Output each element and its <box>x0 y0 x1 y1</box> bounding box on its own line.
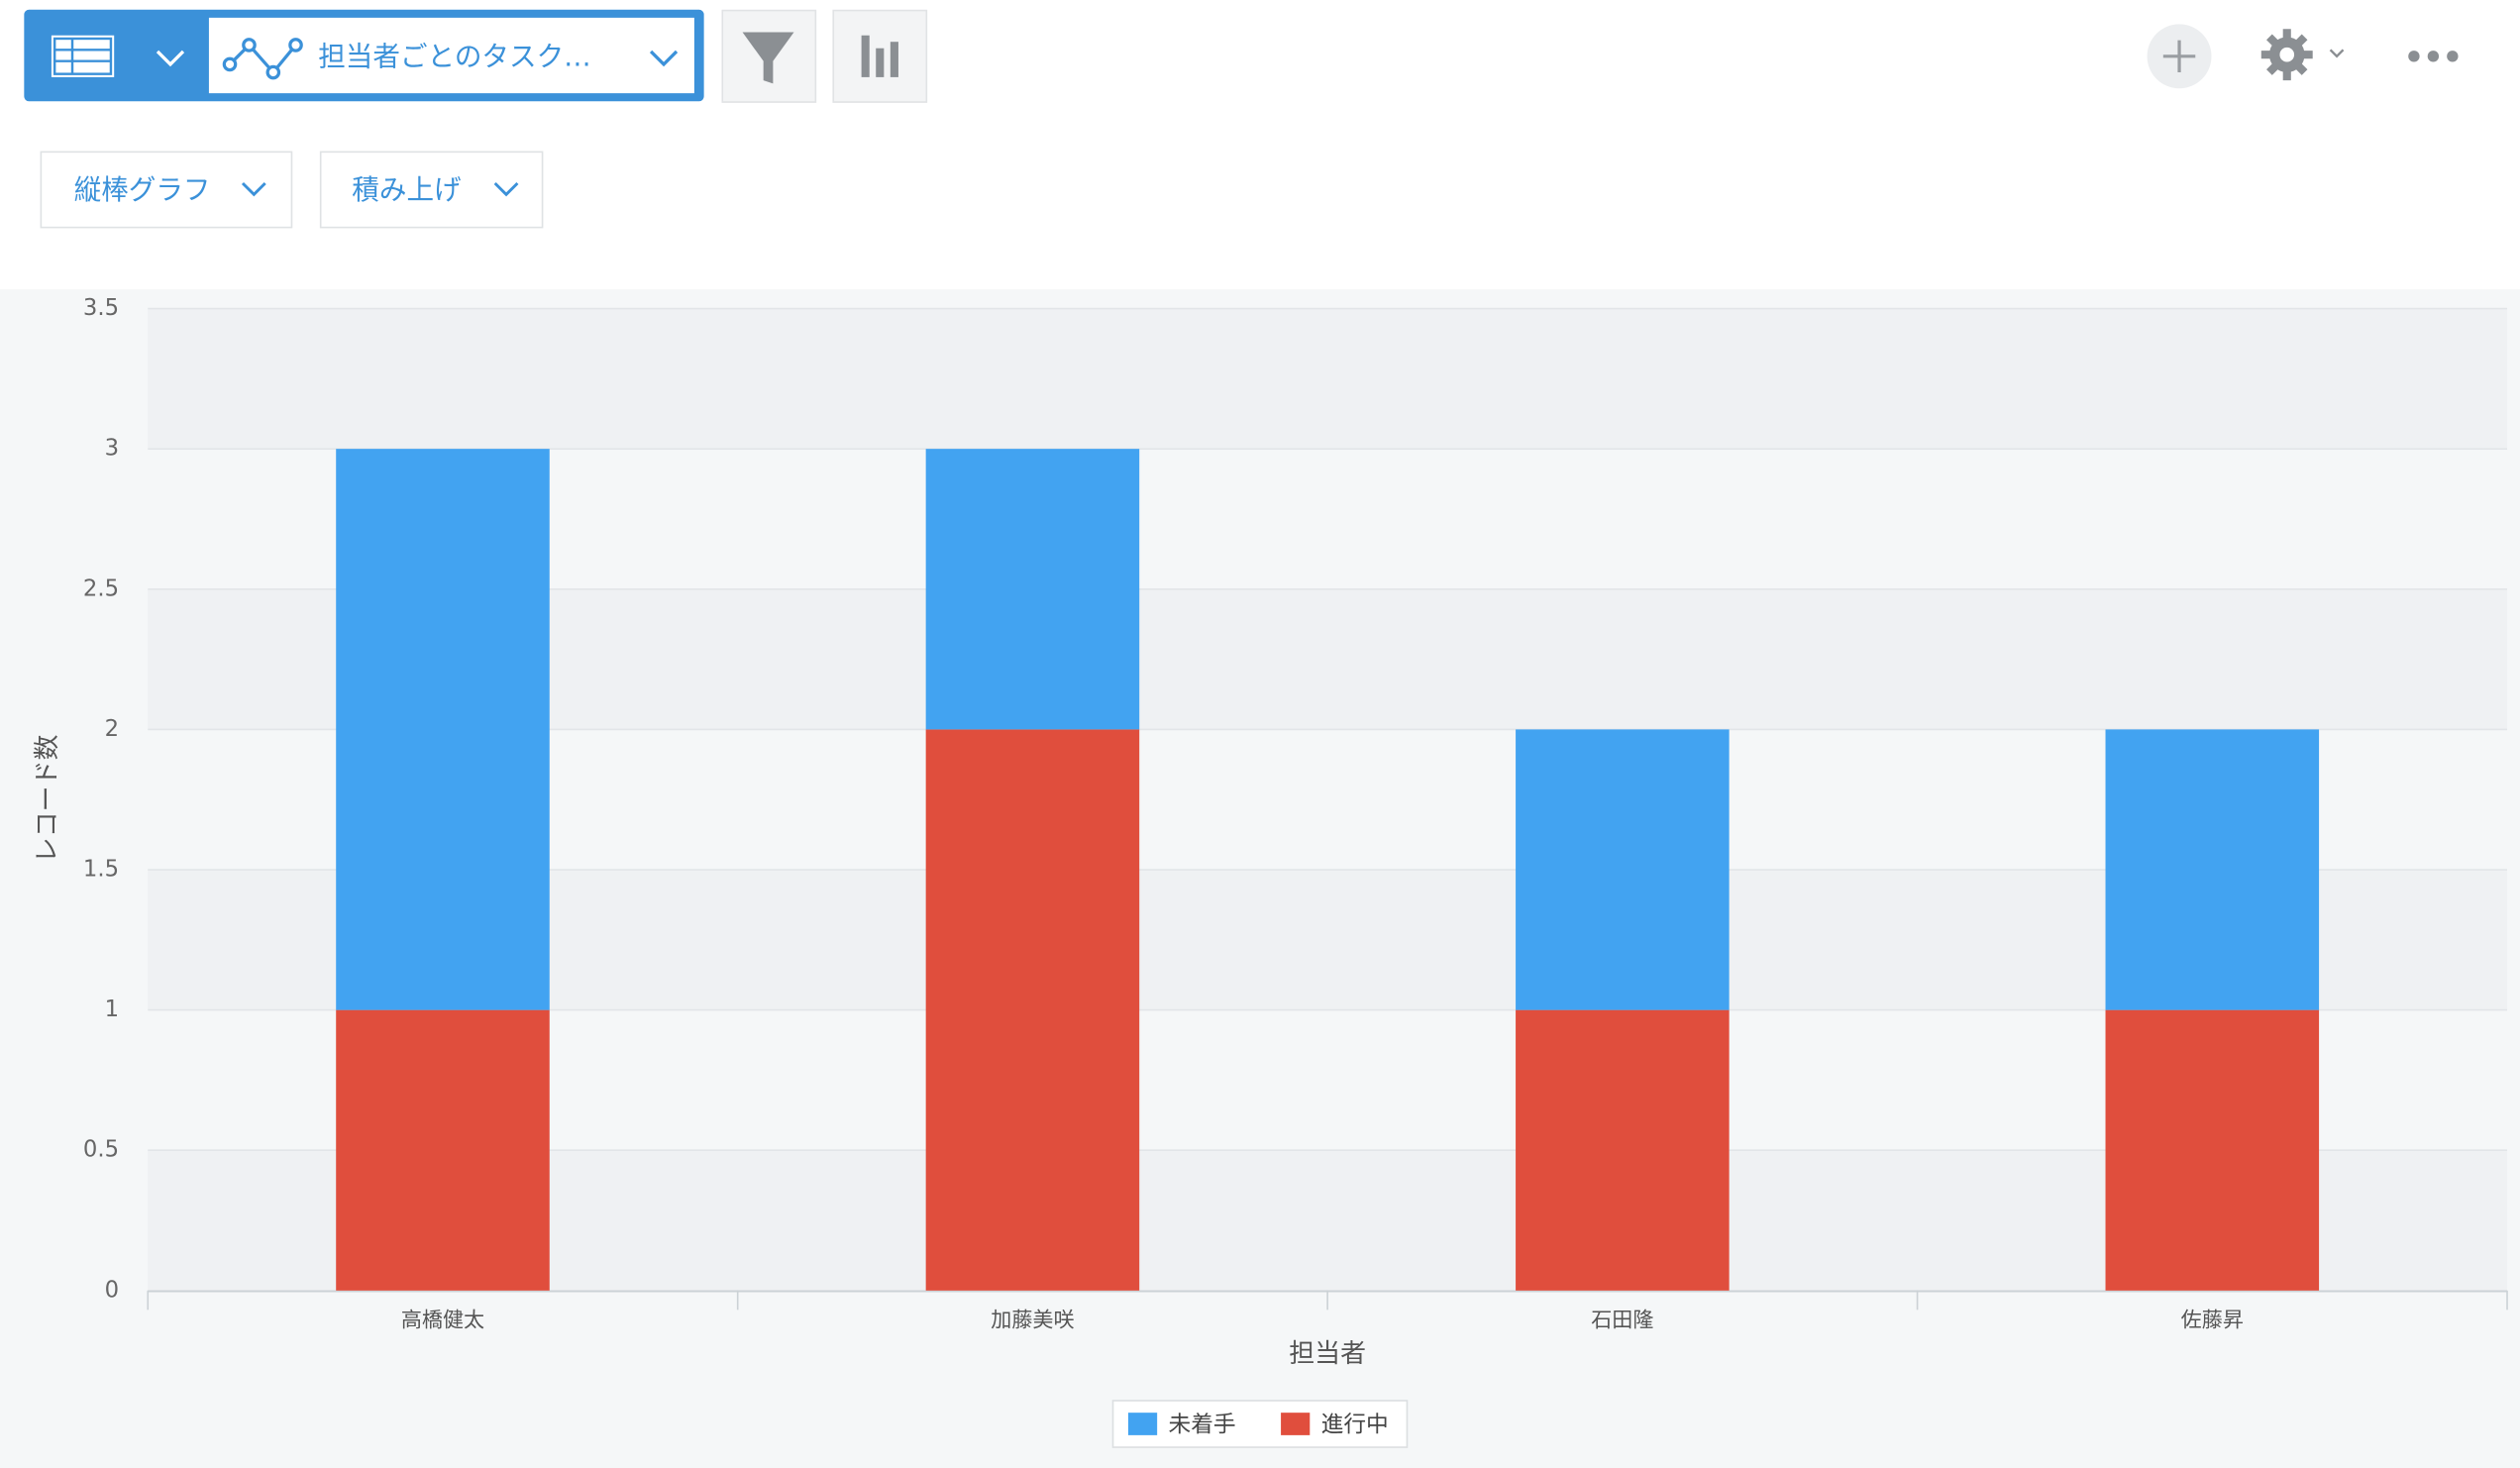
stack-mode[interactable]: 積み上げ <box>352 173 461 206</box>
more-button[interactable] <box>2408 51 2459 62</box>
dropdown-arrow <box>241 181 266 197</box>
x-axis-title: 担当者 <box>1289 1339 1366 1369</box>
bar-segment <box>336 449 550 1010</box>
bar-segment <box>1516 1009 1730 1291</box>
y-tick-label: 0 <box>105 1277 119 1303</box>
legend-swatch <box>1281 1413 1311 1435</box>
graph-selector[interactable] <box>208 17 694 94</box>
chart-type[interactable]: 縦棒グラフ <box>74 173 211 206</box>
x-tick-label: 加藤美咲 <box>991 1308 1074 1332</box>
y-tick-label: 3 <box>105 436 119 462</box>
y-tick-label: 0.5 <box>83 1137 119 1163</box>
y-tick-label: 1 <box>105 996 119 1022</box>
bar-segment <box>925 729 1140 1291</box>
table-icon[interactable] <box>51 35 115 77</box>
y-axis-title: レコード数 <box>33 734 62 863</box>
bar-segment <box>2105 729 2320 1010</box>
legend-label: 進行中 <box>1321 1413 1389 1438</box>
bar-segment <box>925 449 1140 730</box>
y-tick-label: 2.5 <box>83 576 119 601</box>
view-name[interactable]: 担当者ごとのタスク… <box>318 40 591 72</box>
x-tick-label: 佐藤昇 <box>2181 1308 2244 1332</box>
filter-icon <box>742 32 794 84</box>
plot-band <box>148 308 2508 450</box>
graph-dropdown-arrow[interactable] <box>649 50 679 67</box>
line-graph-icon <box>222 38 303 80</box>
chart: 0 0.5 1 1.5 2 2.5 3 3.5 高橋健太 加藤美咲 石田隆 佐藤昇 <box>83 295 2508 1332</box>
bar-segment <box>2105 1009 2320 1291</box>
settings-button[interactable] <box>2260 29 2345 81</box>
plus-icon <box>2162 40 2196 73</box>
bar-segment <box>336 1009 550 1291</box>
y-tick-label: 3.5 <box>83 295 119 321</box>
legend-swatch <box>1127 1413 1158 1435</box>
x-tick-label: 石田隆 <box>1591 1308 1653 1332</box>
graph-icon <box>861 35 898 77</box>
x-tick-label: 高橋健太 <box>401 1308 484 1332</box>
dropdown-arrow <box>493 181 519 197</box>
legend <box>1111 1400 1409 1448</box>
view-dropdown-arrow[interactable] <box>156 50 185 67</box>
y-tick-label: 1.5 <box>83 857 119 883</box>
bar-segment <box>1516 729 1730 1010</box>
stack-mode-dropdown[interactable] <box>319 151 544 229</box>
y-tick-label: 2 <box>105 716 119 742</box>
legend-label: 未着手 <box>1169 1413 1236 1438</box>
